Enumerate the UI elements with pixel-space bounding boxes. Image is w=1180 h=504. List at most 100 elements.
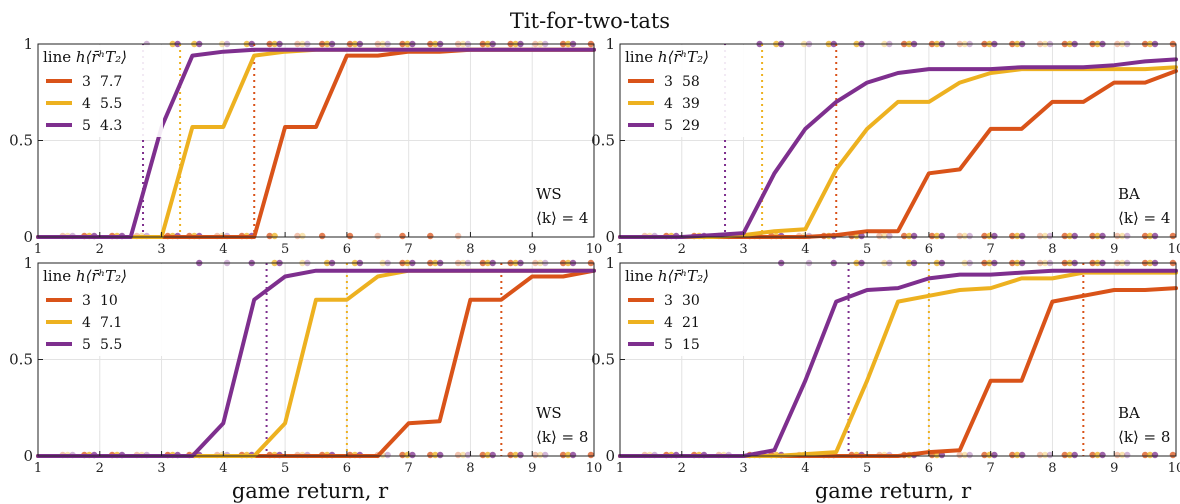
x-tick-label: 2 bbox=[96, 242, 104, 257]
legend-r-value: 21 bbox=[682, 315, 700, 331]
legend-h-value: 4 bbox=[82, 96, 91, 112]
marker-dot-bottom bbox=[512, 451, 519, 459]
degree-label: ⟨k⟩ = 8 bbox=[1118, 428, 1170, 446]
network-label: WS bbox=[536, 404, 562, 422]
marker-dot-bottom bbox=[1141, 232, 1149, 240]
chart-panel-2: 1 2 3 4 5 6 7 8 9 10 0 0.5 1 line h⟨r̄ʰT₂⟩ 3 58 4 39 5 29 BA… bbox=[591, 35, 1180, 257]
x-tick-label: 10 bbox=[586, 461, 603, 476]
x-tick-label: 10 bbox=[1168, 461, 1180, 476]
x-tick-label: 3 bbox=[157, 242, 165, 257]
marker-dot-bottom bbox=[532, 451, 539, 459]
marker-dot-bottom bbox=[1014, 451, 1021, 459]
legend-r-value: 7.7 bbox=[100, 74, 122, 90]
x-tick-label: 5 bbox=[281, 461, 289, 476]
x-tick-label: 5 bbox=[863, 461, 871, 476]
x-tick-label: 2 bbox=[678, 242, 686, 257]
marker-dot-bottom bbox=[991, 232, 998, 240]
y-tick-label: 0.5 bbox=[9, 132, 33, 150]
x-tick-label: 9 bbox=[1110, 242, 1118, 257]
legend-h-value: 4 bbox=[664, 96, 673, 112]
marker-dot-bottom bbox=[427, 232, 434, 240]
x-tick-label: 3 bbox=[739, 461, 747, 476]
marker-dot-bottom bbox=[459, 451, 467, 459]
marker-dot-bottom bbox=[454, 232, 462, 240]
marker-dot-bottom bbox=[1061, 451, 1069, 459]
legend-h-value: 5 bbox=[664, 337, 673, 353]
marker-dot-bottom bbox=[956, 451, 963, 459]
legend-h-value: 5 bbox=[664, 118, 673, 134]
marker-dot-bottom bbox=[1014, 232, 1021, 240]
marker-dot-bottom bbox=[432, 451, 439, 459]
legend-header: line h⟨r̄ʰT₂⟩ bbox=[43, 267, 127, 285]
marker-dot-bottom bbox=[1009, 451, 1016, 459]
marker-dot-bottom bbox=[1114, 451, 1121, 459]
marker-dot-bottom bbox=[1114, 232, 1121, 240]
legend-header-r: ⟨r̄ʰT₂⟩ bbox=[668, 48, 709, 66]
marker-dot-bottom bbox=[489, 451, 496, 459]
legend-r-value: 39 bbox=[682, 96, 700, 112]
legend-header: line h⟨r̄ʰT₂⟩ bbox=[625, 267, 709, 285]
marker-dot-bottom bbox=[399, 451, 406, 459]
x-tick-label: 3 bbox=[739, 242, 747, 257]
marker-dot-bottom bbox=[507, 451, 514, 459]
marker-dot-bottom bbox=[427, 451, 434, 459]
x-tick-label: 2 bbox=[678, 461, 686, 476]
legend-h-value: 3 bbox=[82, 74, 91, 90]
legend-background bbox=[39, 264, 163, 356]
marker-dot-bottom bbox=[961, 232, 968, 240]
marker-dot-bottom bbox=[1018, 232, 1026, 240]
legend-h-value: 3 bbox=[664, 293, 673, 309]
marker-dot-bottom bbox=[587, 451, 595, 459]
marker-dot-bottom bbox=[886, 232, 893, 240]
marker-dot-bottom bbox=[1041, 451, 1049, 459]
legend: line h⟨r̄ʰT₂⟩ 3 10 4 7.1 5 5.5 bbox=[39, 264, 163, 356]
degree-label: ⟨k⟩ = 4 bbox=[1118, 209, 1170, 227]
x-axis-label-right: game return, r bbox=[815, 479, 972, 503]
marker-dot-bottom bbox=[905, 232, 913, 240]
legend-header-line: line bbox=[43, 267, 76, 285]
marker-dot-bottom bbox=[876, 232, 883, 240]
marker-dot-bottom bbox=[1089, 232, 1096, 240]
y-tick-label: 0 bbox=[23, 228, 33, 246]
marker-dot-bottom bbox=[454, 451, 462, 459]
legend-r-value: 7.1 bbox=[100, 315, 122, 331]
x-tick-label: 7 bbox=[987, 461, 995, 476]
marker-dot-bottom bbox=[1089, 451, 1096, 459]
marker-dot-bottom bbox=[1146, 451, 1154, 459]
x-tick-label: 8 bbox=[466, 242, 474, 257]
legend-r-value: 5.5 bbox=[100, 337, 122, 353]
x-tick-label: 4 bbox=[219, 461, 227, 476]
x-tick-label: 1 bbox=[34, 461, 42, 476]
x-tick-label: 6 bbox=[343, 461, 351, 476]
x-tick-label: 1 bbox=[616, 242, 624, 257]
marker-dot-bottom bbox=[1009, 232, 1016, 240]
chart-panel-4: 1 2 3 4 5 6 7 8 9 10 0 0.5 1 line h⟨r̄ʰT₂⟩ 3 30 4 21 5 15 BA… bbox=[591, 254, 1180, 476]
figure-title: Tit-for-two-tats bbox=[510, 9, 670, 33]
network-label: WS bbox=[536, 185, 562, 203]
marker-dot-bottom bbox=[374, 232, 381, 240]
marker-dot-bottom bbox=[1036, 232, 1044, 240]
marker-dot-bottom bbox=[266, 232, 273, 240]
marker-dot-bottom bbox=[399, 232, 406, 240]
x-tick-label: 8 bbox=[466, 461, 474, 476]
legend-header-line: line bbox=[43, 48, 76, 66]
x-tick-label: 10 bbox=[586, 242, 603, 257]
legend: line h⟨r̄ʰT₂⟩ 3 7.7 4 5.5 5 4.3 bbox=[39, 45, 163, 137]
legend-h-value: 4 bbox=[82, 315, 91, 331]
marker-dot-bottom bbox=[1151, 451, 1159, 459]
y-tick-label: 0 bbox=[605, 228, 615, 246]
marker-dot-bottom bbox=[1119, 451, 1126, 459]
marker-dot-bottom bbox=[294, 232, 301, 240]
legend-background bbox=[39, 45, 163, 137]
x-tick-label: 7 bbox=[405, 461, 413, 476]
marker-dot-bottom bbox=[1094, 232, 1101, 240]
y-tick-label: 1 bbox=[605, 35, 615, 53]
x-tick-label: 1 bbox=[34, 242, 42, 257]
marker-dot-bottom bbox=[1066, 451, 1073, 459]
legend-header-h: h bbox=[76, 267, 86, 285]
legend-header: line h⟨r̄ʰT₂⟩ bbox=[625, 48, 709, 66]
marker-dot-bottom bbox=[981, 232, 988, 240]
legend-header-line: line bbox=[625, 267, 658, 285]
x-tick-label: 9 bbox=[1110, 461, 1118, 476]
y-tick-label: 1 bbox=[23, 35, 33, 53]
